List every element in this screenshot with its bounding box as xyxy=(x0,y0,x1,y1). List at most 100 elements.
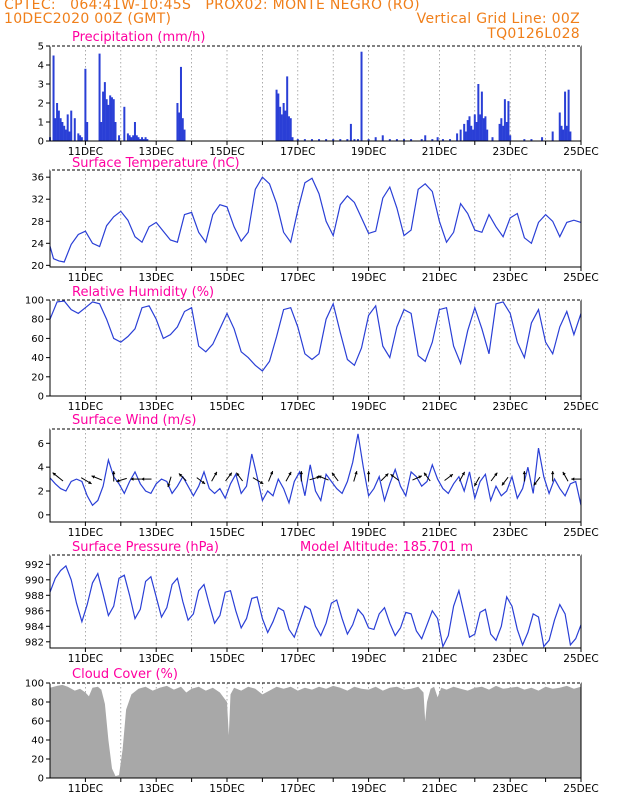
precip-bar xyxy=(57,110,60,141)
precip-bar xyxy=(123,106,126,141)
y-tick-label-cloud: 60 xyxy=(31,717,44,728)
x-tick-label-precip: 17DEC xyxy=(280,146,315,158)
precip-bar xyxy=(130,137,133,141)
y-tick-label-precip: 2 xyxy=(38,99,44,110)
panel-frame-temp xyxy=(49,169,582,268)
x-tick-label-wind: 17DEC xyxy=(280,527,315,539)
precip-bar xyxy=(505,122,508,141)
y-tick-label-rh: 60 xyxy=(31,334,44,345)
x-tick-label-pressure: 13DEC xyxy=(138,653,173,665)
x-tick-label-pressure: 17DEC xyxy=(280,653,315,665)
precip-bar xyxy=(562,129,565,141)
wind-arrow xyxy=(366,471,371,482)
panel-frame-wind xyxy=(49,428,582,523)
precip-bar xyxy=(109,95,112,141)
precip-bar xyxy=(567,89,570,141)
precip-bar xyxy=(183,129,186,141)
precip-bar xyxy=(491,137,494,141)
x-tick-label-cloud: 25DEC xyxy=(563,783,598,795)
precip-bar xyxy=(107,104,110,141)
precip-bar xyxy=(479,114,482,141)
panel-title-rh: Relative Humidity (%) xyxy=(72,285,214,300)
y-tick-label-cloud: 100 xyxy=(25,679,44,690)
wind-arrow xyxy=(490,472,498,482)
x-tick-label-temp: 19DEC xyxy=(351,272,386,284)
precip-bar xyxy=(381,135,384,141)
precip-bar xyxy=(133,122,136,141)
wind-arrow xyxy=(501,476,509,486)
y-tick-label-pressure: 992 xyxy=(25,560,44,571)
panel-temp: Surface Temperature (nC) 20 24 28 32 36 11DEC 1… xyxy=(31,156,598,284)
x-tick-label-wind: 13DEC xyxy=(138,527,173,539)
header-date-line: 10DEC2020 00Z (GMT) xyxy=(4,11,172,27)
precip-bar xyxy=(558,112,561,141)
x-tick-label-rh: 13DEC xyxy=(138,401,173,413)
precip-bar xyxy=(66,114,69,141)
y-tick-label-precip: 4 xyxy=(38,61,44,72)
panel-title-pressure: Surface Pressure (hPa) xyxy=(72,540,219,555)
precip-bar xyxy=(144,137,147,141)
precip-bar xyxy=(286,76,289,141)
precip-bar xyxy=(484,116,487,141)
precip-bar xyxy=(282,103,285,141)
precip-bar xyxy=(498,123,501,141)
panel-pressure: Surface Pressure (hPa) Model Altitude: 18… xyxy=(25,540,599,665)
precip-bar xyxy=(126,133,129,141)
precip-bar xyxy=(472,129,475,141)
precip-bar xyxy=(503,99,506,141)
wind-arrow xyxy=(423,472,431,482)
precip-bar xyxy=(176,103,179,141)
panel-annotation-pressure: Model Altitude: 185.701 m xyxy=(300,540,473,555)
wind-arrow xyxy=(252,477,264,485)
precip-bar xyxy=(456,133,459,141)
rh-series-line xyxy=(49,300,582,372)
y-tick-label-precip: 1 xyxy=(38,118,44,129)
wind-arrow xyxy=(116,477,127,483)
precip-bar xyxy=(509,135,512,141)
cloud-cover-area xyxy=(50,684,581,778)
precip-bar xyxy=(275,89,278,141)
wind-arrow xyxy=(211,471,218,482)
precip-bar xyxy=(551,131,554,141)
precip-bar xyxy=(102,91,105,141)
precip-bar xyxy=(284,110,287,141)
wind-arrow xyxy=(80,477,92,485)
precip-bar xyxy=(420,139,423,141)
precip-bar xyxy=(84,68,87,141)
y-tick-label-precip: 3 xyxy=(38,80,44,91)
x-tick-label-pressure: 23DEC xyxy=(492,653,527,665)
y-tick-label-pressure: 988 xyxy=(25,591,44,602)
wind-arrow xyxy=(285,471,292,482)
y-tick-label-rh: 20 xyxy=(31,372,44,383)
precip-bar xyxy=(289,118,292,141)
wind-arrow xyxy=(390,473,400,481)
x-tick-label-pressure: 21DEC xyxy=(422,653,457,665)
x-tick-label-rh: 17DEC xyxy=(280,401,315,413)
panel-frame-rh xyxy=(49,299,582,397)
precip-bar xyxy=(410,139,413,141)
x-tick-label-precip: 23DEC xyxy=(492,146,527,158)
precip-bar xyxy=(388,139,391,141)
precip-bar xyxy=(502,125,505,141)
precip-bar xyxy=(480,91,483,141)
x-tick-label-precip: 11DEC xyxy=(68,146,103,158)
y-tick-label-temp: 32 xyxy=(31,195,44,206)
precip-bar xyxy=(105,99,108,141)
precip-bar xyxy=(360,51,363,142)
x-tick-label-cloud: 19DEC xyxy=(351,783,386,795)
x-tick-label-wind: 25DEC xyxy=(563,527,598,539)
y-tick-label-precip: 0 xyxy=(38,137,44,148)
y-tick-label-rh: 40 xyxy=(31,353,44,364)
precip-bar xyxy=(564,91,567,141)
y-tick-label-cloud: 0 xyxy=(38,774,44,785)
x-tick-label-pressure: 19DEC xyxy=(351,653,386,665)
wind-arrow xyxy=(309,475,321,481)
y-tick-label-cloud: 20 xyxy=(31,755,44,766)
panel-cloud: Cloud Cover (%) 0 20 40 60 80 100 11DEC 13DEC 15D… xyxy=(25,667,599,795)
precip-bar xyxy=(54,118,57,141)
panel-title-temp: Surface Temperature (nC) xyxy=(72,156,240,171)
precip-bar xyxy=(468,116,471,141)
x-tick-label-rh: 23DEC xyxy=(492,401,527,413)
x-tick-label-pressure: 11DEC xyxy=(68,653,103,665)
precip-bar xyxy=(112,99,115,141)
